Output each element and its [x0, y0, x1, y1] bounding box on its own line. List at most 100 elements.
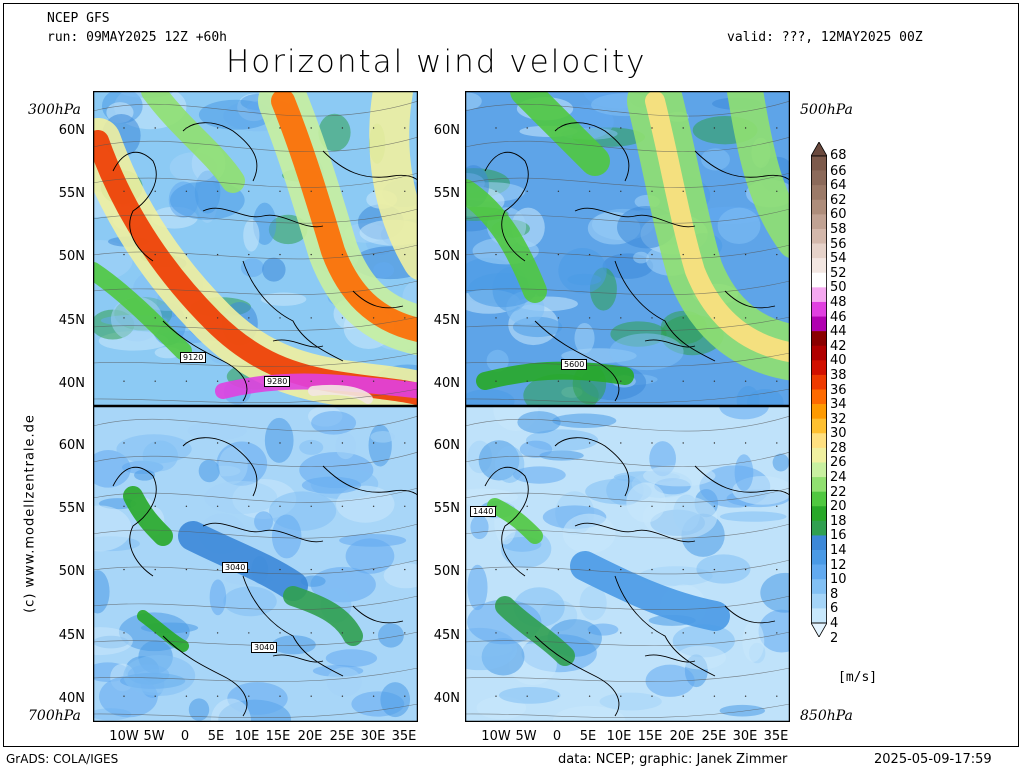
lon-label: 25E: [701, 729, 727, 744]
colorbar-tick-label: 36: [830, 382, 847, 398]
lon-label: 35E: [763, 729, 789, 744]
lon-label: 10W: [109, 729, 139, 744]
lat-label: 50N: [433, 249, 460, 264]
lon-label: 5E: [207, 729, 225, 744]
colorbar-tick-label: 50: [830, 280, 847, 296]
map-title: Horizontal wind velocity: [226, 44, 647, 80]
colorbar-swatch: [811, 272, 827, 288]
panel-300hpa: [93, 91, 418, 406]
colorbar-swatch: [811, 593, 827, 609]
model-name: NCEP GFS: [47, 11, 110, 26]
lon-label: 5E: [579, 729, 597, 744]
lon-label: 10W: [481, 729, 511, 744]
colorbar-swatch: [811, 243, 827, 259]
lon-label: 25E: [329, 729, 355, 744]
lat-label: 40N: [58, 691, 85, 706]
lat-label: 45N: [433, 313, 460, 328]
colorbar-tick-label: 10: [830, 572, 847, 588]
lat-label: 45N: [433, 628, 460, 643]
colorbar-swatch: [811, 608, 827, 624]
colorbar-swatch: [811, 199, 827, 215]
colorbar-swatch: [811, 404, 827, 419]
colorbar-tick-label: 8: [830, 586, 839, 602]
lat-label: 60N: [433, 123, 460, 138]
valid-time: valid: ???, 12MAY2025 00Z: [727, 30, 923, 45]
contour-label: 9120: [180, 352, 207, 363]
colorbar-swatch: [811, 506, 827, 522]
lon-label: 30E: [732, 729, 758, 744]
colorbar-tick-label: 38: [830, 367, 847, 383]
lat-label: 50N: [58, 249, 85, 264]
lon-label: 35E: [391, 729, 417, 744]
colorbar-tick-label: 4: [830, 616, 839, 631]
panel-700hpa: [93, 406, 418, 722]
level-label-700hpa: 700hPa: [28, 708, 81, 724]
colorbar-tick-label: 2: [830, 630, 839, 646]
colorbar-swatch: [811, 345, 827, 361]
colorbar-swatch: [811, 491, 827, 507]
panel-850hpa: [465, 406, 790, 722]
colorbar-tick-label: 14: [830, 543, 847, 559]
colorbar-tick-label: 26: [830, 455, 847, 471]
lon-label: 0: [552, 729, 562, 744]
lat-label: 40N: [58, 376, 85, 391]
lat-label: 40N: [433, 376, 460, 391]
colorbar-swatch: [811, 447, 827, 463]
colorbar-tick-label: 68: [830, 148, 847, 163]
colorbar-swatch: [811, 331, 827, 347]
lon-label: 10E: [234, 729, 260, 744]
contour-label: 3040: [251, 642, 278, 653]
colorbar-swatch: [811, 520, 827, 536]
lat-label: 55N: [58, 501, 85, 516]
colorbar: [810, 141, 828, 638]
colorbar-tick-label: 18: [830, 513, 847, 529]
lat-label: 45N: [58, 313, 85, 328]
wind-field-map: [93, 406, 418, 722]
level-label-300hpa: 300hPa: [28, 102, 81, 118]
colorbar-tick-label: 52: [830, 265, 847, 281]
contour-label: 5600: [561, 359, 588, 370]
lat-label: 50N: [58, 564, 85, 579]
lon-label: 10E: [606, 729, 632, 744]
plot-frame: [3, 3, 1019, 747]
colorbar-swatch: [811, 418, 827, 434]
colorbar-swatch: [811, 287, 827, 303]
lon-label: 5W: [515, 729, 537, 744]
lon-label: 15E: [265, 729, 291, 744]
lat-label: 60N: [433, 438, 460, 453]
colorbar-tick-label: 48: [830, 294, 847, 310]
colorbar-tick-label: 44: [830, 324, 847, 340]
colorbar-swatch: [811, 462, 827, 478]
colorbar-tick-label: 62: [830, 192, 847, 208]
colorbar-swatch: [811, 156, 827, 171]
colorbar-swatch: [811, 316, 827, 332]
colorbar-swatch: [811, 301, 827, 317]
contour-label: 3040: [222, 562, 249, 573]
colorbar-swatch: [811, 550, 827, 565]
colorbar-unit: [m/s]: [838, 670, 878, 685]
level-label-850hpa: 850hPa: [800, 708, 853, 724]
colorbar-tick-label: 64: [830, 178, 847, 194]
lon-label: 20E: [297, 729, 323, 744]
colorbar-bottom-arrow: [810, 622, 828, 638]
footer-timestamp: 2025-05-09-17:59: [874, 752, 992, 767]
colorbar-swatch: [811, 535, 827, 551]
lat-label: 60N: [58, 438, 85, 453]
lat-label: 40N: [433, 691, 460, 706]
colorbar-swatch: [811, 185, 827, 201]
lon-label: 30E: [360, 729, 386, 744]
lon-label: 5W: [143, 729, 165, 744]
colorbar-tick-label: 58: [830, 221, 847, 237]
lon-label: 20E: [669, 729, 695, 744]
colorbar-swatch: [811, 214, 827, 230]
lat-label: 50N: [433, 564, 460, 579]
footer-grads: GrADS: COLA/IGES: [6, 752, 119, 766]
wind-field-map: [93, 91, 418, 406]
copyright-text: (c) www.modellzentrale.de: [22, 414, 38, 613]
colorbar-swatch: [811, 389, 827, 405]
lat-label: 55N: [58, 186, 85, 201]
colorbar-swatch: [811, 360, 827, 376]
lat-label: 60N: [58, 123, 85, 138]
lon-label: 15E: [637, 729, 663, 744]
colorbar-swatch: [811, 228, 827, 244]
